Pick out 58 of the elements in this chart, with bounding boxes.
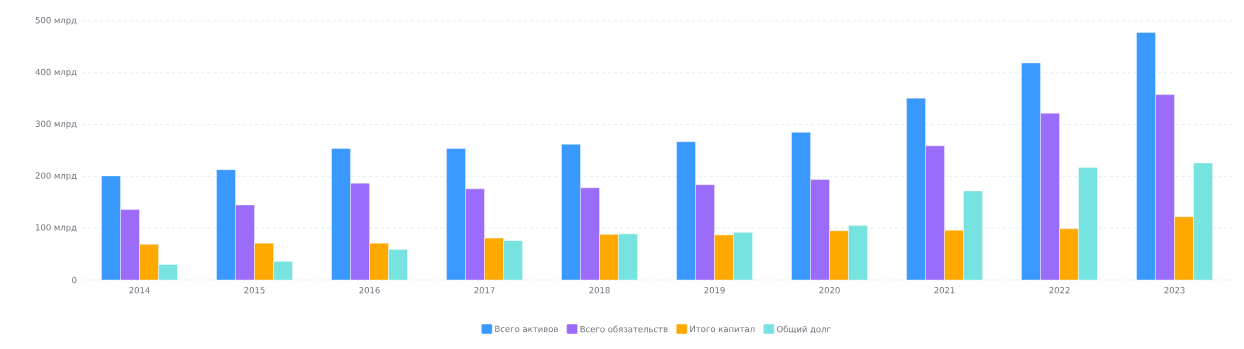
legend-label: Итого капитал [690,325,755,333]
legend-label: Общий долг [776,325,831,334]
bar [599,234,619,280]
bar [1136,32,1156,280]
bar [791,132,811,280]
bar [618,233,638,280]
bar [848,225,868,280]
bar [139,244,159,280]
x-tick-label: 2022 [1049,287,1070,294]
bar [101,175,121,280]
x-tick-label: 2019 [704,287,725,294]
bar [1174,216,1194,280]
bar [1059,228,1079,280]
x-tick-label: 2017 [474,287,495,294]
x-tick-label: 2021 [934,287,955,294]
legend-label: Всего активов [495,325,558,333]
bar [446,148,466,280]
bar [1193,162,1213,280]
bar [925,145,945,280]
x-tick-label: 2023 [1164,287,1185,294]
bar [676,141,696,280]
bar [714,234,734,280]
bar [810,179,830,280]
y-tick-label: 0 [72,276,77,284]
bar [944,230,964,280]
bar [120,209,140,280]
x-tick-label: 2014 [129,287,150,294]
bar [561,144,581,280]
bar [963,190,983,280]
bar [331,148,351,280]
x-tick-label: 2018 [589,287,610,294]
y-tick-label: 500 млрд [35,16,77,26]
x-tick-label: 2020 [819,287,840,294]
bar [829,230,849,280]
bar [388,249,408,280]
y-tick-label: 100 млрд [36,224,77,233]
bar [1155,94,1175,280]
bar [235,204,255,280]
y-tick-label: 200 млрд [35,172,77,181]
bar [580,187,600,280]
bar [465,188,485,280]
bar [254,243,274,280]
bar [906,97,926,280]
bar [1040,113,1060,280]
y-tick-label: 400 млрд [35,68,77,77]
bar [350,182,370,280]
bar [695,184,715,280]
bar [484,237,504,280]
x-tick-label: 2016 [359,287,380,294]
legend-label: Всего обязательств [580,325,668,333]
bar [1021,62,1041,280]
bar [503,240,523,280]
x-tick-label: 2015 [244,287,265,294]
y-tick-label: 300 млрд [35,120,77,129]
bar [369,243,389,280]
bar [216,169,236,280]
bar [1078,167,1098,280]
bar [733,232,753,280]
